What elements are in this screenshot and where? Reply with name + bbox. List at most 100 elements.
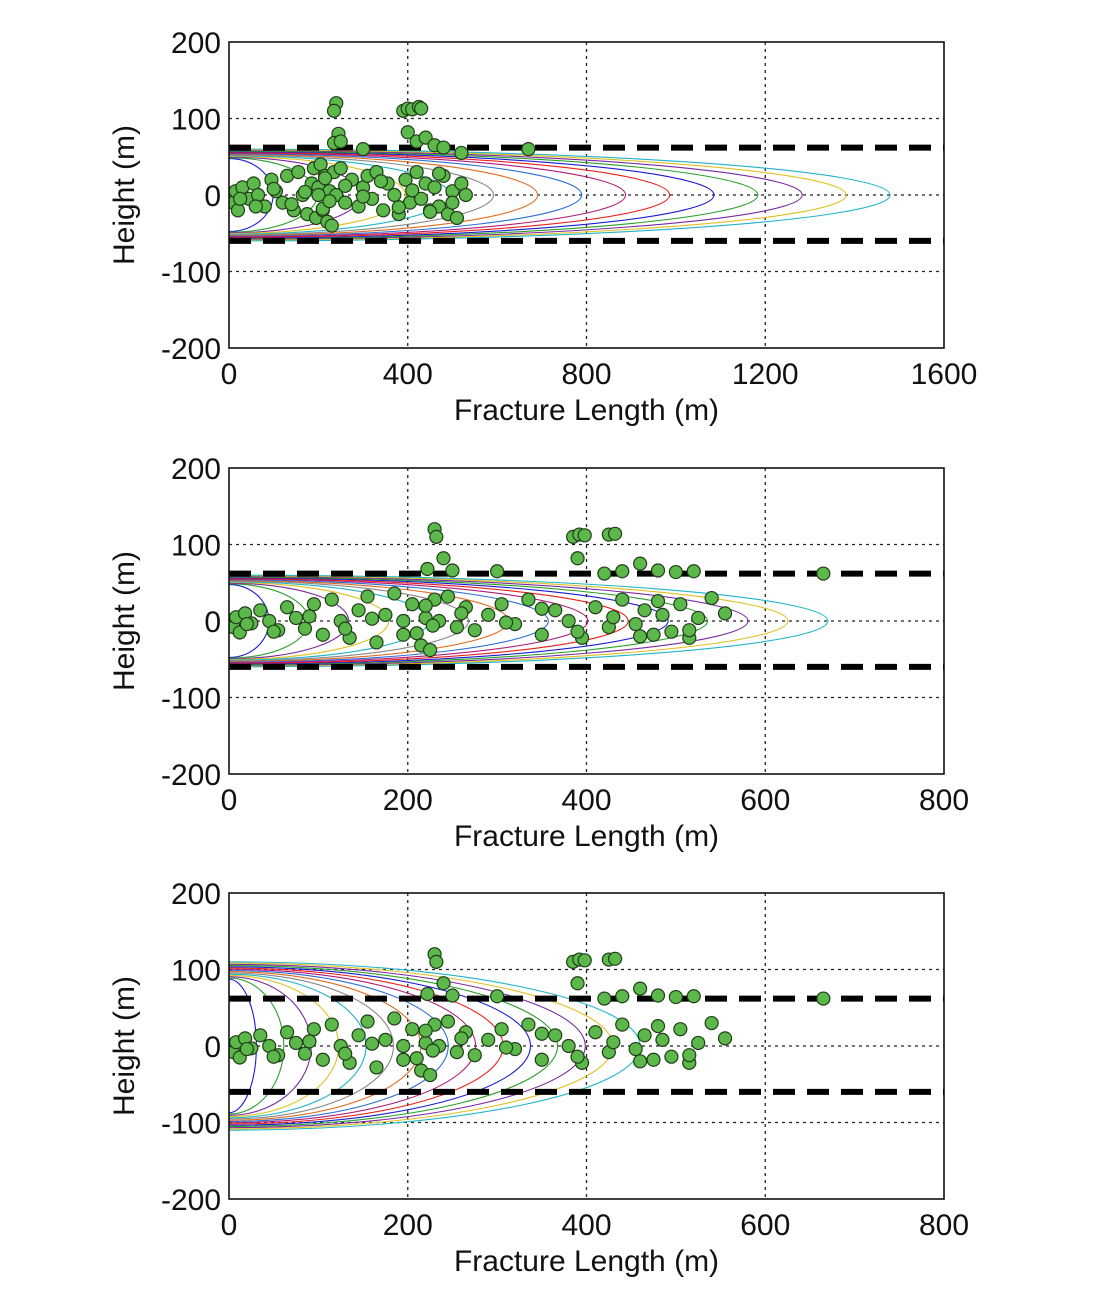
- event-point: [405, 1022, 420, 1037]
- event-point: [422, 642, 438, 658]
- event-point: [230, 203, 246, 218]
- y-tick-label: -200: [161, 333, 221, 366]
- event-point: [338, 1046, 353, 1061]
- event-point: [369, 1060, 384, 1075]
- x-tick-label: 200: [383, 784, 433, 817]
- event-point: [454, 606, 469, 621]
- event-point: [422, 204, 438, 219]
- event-point: [396, 613, 411, 629]
- event-point: [391, 200, 406, 215]
- event-point: [436, 976, 451, 991]
- event-point: [646, 1052, 661, 1067]
- model-contour: [229, 579, 549, 663]
- event-point: [633, 1054, 648, 1069]
- event-point: [266, 624, 281, 639]
- event-point: [429, 954, 444, 969]
- event-point: [291, 164, 306, 180]
- x-tick-label: 400: [383, 358, 433, 391]
- event-point: [655, 1032, 670, 1047]
- event-point: [561, 1038, 576, 1054]
- event-point: [606, 610, 621, 625]
- event-point: [615, 1017, 630, 1032]
- event-point: [364, 1036, 380, 1051]
- event-point: [400, 125, 415, 140]
- event-point: [322, 194, 337, 209]
- event-point: [704, 590, 719, 606]
- plot-frame-3: [228, 892, 945, 1200]
- event-point: [650, 988, 666, 1003]
- event-point: [387, 187, 402, 203]
- event-point: [253, 1028, 268, 1043]
- event-point: [418, 130, 433, 145]
- y-tick-label: -100: [161, 257, 221, 290]
- event-point: [628, 1041, 643, 1057]
- model-contour: [229, 578, 589, 664]
- event-point: [458, 187, 473, 203]
- event-point: [577, 528, 592, 543]
- event-point: [454, 1031, 469, 1046]
- event-point: [607, 526, 623, 541]
- model-contour: [229, 149, 803, 241]
- event-point: [615, 564, 630, 579]
- event-point: [396, 1038, 411, 1054]
- event-point: [494, 597, 509, 612]
- event-point: [449, 210, 465, 226]
- event-point: [338, 178, 353, 193]
- event-point: [449, 1045, 465, 1060]
- plot-frame-1: [228, 41, 945, 349]
- event-point: [351, 603, 366, 618]
- y-tick-label: -200: [161, 759, 221, 792]
- event-point: [588, 1025, 603, 1040]
- x-axis-title-1: Fracture Length (m): [454, 394, 719, 427]
- event-point: [534, 601, 549, 616]
- y-tick-label: 0: [204, 180, 221, 213]
- event-point: [534, 1052, 549, 1067]
- y-tick-label: 200: [171, 878, 221, 911]
- event-point: [570, 976, 585, 991]
- y-tick-label: 0: [204, 1031, 221, 1064]
- y-tick-label: 200: [171, 27, 221, 60]
- event-point: [338, 195, 353, 210]
- event-point: [597, 991, 612, 1006]
- y-axis-title-3: Height (m): [108, 976, 141, 1116]
- model-contour: [229, 969, 449, 1123]
- event-point: [239, 1041, 254, 1057]
- x-tick-label: 0: [221, 358, 238, 391]
- event-point: [682, 1048, 697, 1063]
- model-contour: [229, 577, 629, 665]
- event-point: [570, 624, 585, 639]
- event-point: [650, 563, 666, 578]
- event-point: [655, 607, 670, 622]
- event-point: [440, 1014, 456, 1029]
- chart-panel-1: 0 400 800 1200 1600 200 100 0 -100 -200 Fracture …: [108, 27, 977, 427]
- event-point: [534, 627, 549, 642]
- event-point: [650, 1019, 666, 1034]
- x-tick-label: 1600: [911, 358, 978, 391]
- model-contour: [229, 152, 627, 238]
- model-contour: [229, 574, 829, 668]
- x-tick-label: 800: [919, 784, 969, 817]
- event-point: [253, 603, 268, 618]
- x-axis-title-3: Fracture Length (m): [454, 1245, 719, 1278]
- event-point: [431, 166, 447, 181]
- event-point: [686, 989, 701, 1004]
- event-point: [494, 1022, 509, 1037]
- event-point: [633, 556, 648, 571]
- event-point: [436, 551, 451, 566]
- event-point: [548, 603, 563, 618]
- event-point: [279, 1025, 295, 1040]
- event-point: [418, 598, 433, 613]
- event-point: [445, 988, 460, 1003]
- event-point: [521, 142, 536, 157]
- event-point: [816, 991, 831, 1006]
- event-point: [315, 627, 330, 642]
- event-point: [467, 1048, 482, 1063]
- event-point: [717, 606, 733, 621]
- chart-panel-3: 0 200 400 600 800 200 100 0 -100 -200 Fracture Le…: [108, 878, 969, 1278]
- event-point: [250, 187, 266, 203]
- event-point: [306, 1022, 322, 1037]
- event-point: [646, 627, 661, 642]
- event-point: [420, 561, 435, 577]
- event-point: [387, 586, 402, 601]
- event-point: [396, 627, 411, 642]
